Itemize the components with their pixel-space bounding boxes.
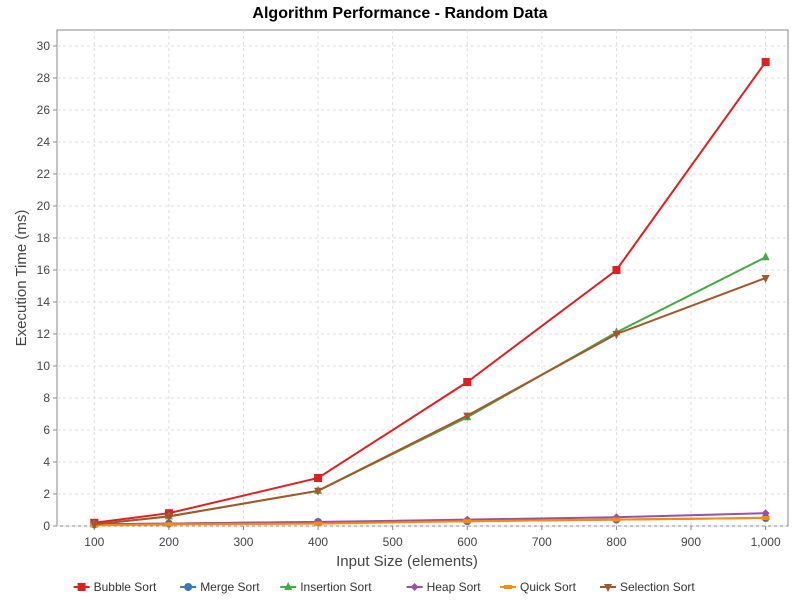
bubble-sort-point — [314, 474, 323, 482]
heap-sort-point — [761, 509, 770, 518]
y-tick-label: 10 — [37, 359, 51, 373]
x-axis-label: Input Size (elements) — [336, 553, 478, 570]
x-tick-label: 200 — [159, 535, 179, 549]
plot-area — [56, 29, 789, 527]
series-lines — [90, 58, 770, 530]
legend: Bubble Sort Merge Sort Insertion Sort Heap … — [73, 580, 695, 594]
y-tick-label: 26 — [37, 103, 51, 117]
legend-label: Heap Sort — [427, 580, 482, 594]
y-tick-label: 18 — [37, 231, 51, 245]
legend-marker — [284, 582, 293, 590]
y-tick-label: 4 — [43, 455, 50, 469]
insertion-sort-point — [761, 252, 770, 261]
legend-marker — [184, 583, 193, 591]
legend-item-quick-sort: Quick Sort — [500, 580, 577, 594]
y-tick-label: 24 — [37, 135, 51, 149]
y-tick-label: 6 — [43, 423, 50, 437]
legend-marker — [410, 583, 419, 591]
y-tick-label: 28 — [37, 71, 51, 85]
bubble-sort-line — [94, 61, 767, 524]
x-tick-label: 400 — [308, 535, 328, 549]
x-tick-label: 100 — [84, 535, 104, 549]
y-tick-label: 16 — [37, 263, 51, 277]
legend-label: Bubble Sort — [94, 580, 157, 594]
selection-sort-point — [612, 331, 621, 339]
legend-marker — [604, 584, 612, 592]
selection-sort-point — [463, 412, 472, 421]
y-axis-label: Execution Time (ms) — [13, 210, 30, 347]
x-tick-label: 900 — [681, 535, 701, 549]
legend-item-selection-sort: Selection Sort — [600, 580, 695, 594]
selection-sort-point — [761, 275, 770, 283]
y-tick-label: 22 — [37, 167, 51, 181]
y-tick-label: 14 — [37, 295, 51, 309]
y-tick-label: 12 — [37, 327, 51, 341]
legend-item-insertion-sort: Insertion Sort — [280, 580, 372, 594]
bubble-sort-point — [612, 266, 621, 274]
bubble-sort-point — [463, 378, 472, 386]
legend-item-heap-sort: Heap Sort — [406, 580, 482, 594]
quick-sort-point — [314, 521, 323, 526]
legend-label: Selection Sort — [620, 580, 695, 594]
selection-sort-point — [314, 487, 323, 496]
x-tick-label: 1,000 — [751, 535, 781, 549]
y-tick-label: 0 — [43, 519, 50, 533]
x-tick-label: 500 — [383, 535, 403, 549]
quick-sort-point — [761, 516, 770, 520]
y-tick-label: 20 — [37, 199, 51, 213]
bubble-sort-point — [761, 58, 770, 66]
selection-sort-series — [90, 275, 770, 530]
legend-item-bubble-sort: Bubble Sort — [73, 580, 157, 594]
legend-label: Merge Sort — [200, 580, 260, 594]
chart-title: Algorithm Performance - Random Data — [252, 5, 547, 22]
quick-sort-point — [612, 517, 621, 522]
legend-label: Insertion Sort — [300, 580, 372, 594]
y-tick-label: 30 — [37, 39, 51, 53]
selection-sort-point — [90, 521, 99, 530]
x-tick-label: 700 — [532, 535, 552, 549]
x-tick-label: 600 — [457, 535, 477, 549]
legend-marker — [77, 583, 86, 591]
y-tick-label: 8 — [43, 391, 50, 405]
x-tick-label: 800 — [606, 535, 626, 549]
selection-sort-line — [94, 277, 766, 526]
quick-sort-point — [463, 519, 472, 524]
x-axis-ticks: 100 200 300 400 500 600 700 800 900 1,000 — [84, 526, 781, 549]
quick-sort-line — [94, 517, 766, 527]
quick-sort-point — [164, 522, 173, 527]
legend-label: Quick Sort — [520, 580, 577, 594]
y-tick-label: 2 — [43, 487, 50, 501]
legend-marker — [504, 585, 512, 589]
legend-item-merge-sort: Merge Sort — [180, 580, 260, 594]
x-tick-label: 300 — [233, 535, 253, 549]
selection-sort-point — [164, 513, 173, 522]
